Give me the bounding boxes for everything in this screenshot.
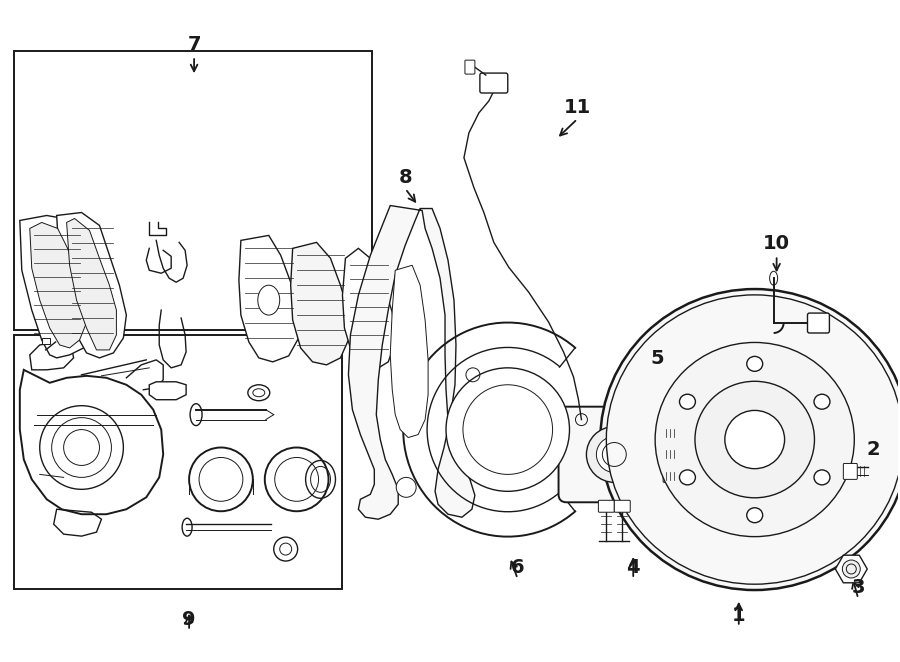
Polygon shape xyxy=(343,248,395,370)
Polygon shape xyxy=(20,216,96,358)
Circle shape xyxy=(842,560,860,578)
FancyBboxPatch shape xyxy=(663,471,677,483)
Ellipse shape xyxy=(600,289,900,590)
FancyBboxPatch shape xyxy=(465,60,475,74)
Ellipse shape xyxy=(655,342,854,537)
Polygon shape xyxy=(391,265,428,438)
Polygon shape xyxy=(57,213,126,358)
Polygon shape xyxy=(67,218,116,350)
Bar xyxy=(14,335,343,589)
Text: 1: 1 xyxy=(732,606,745,625)
Bar xyxy=(41,338,50,344)
Ellipse shape xyxy=(695,381,815,498)
Polygon shape xyxy=(291,242,348,365)
Ellipse shape xyxy=(747,508,762,523)
Ellipse shape xyxy=(814,395,830,409)
Circle shape xyxy=(446,368,570,491)
FancyBboxPatch shape xyxy=(843,463,858,479)
Text: 6: 6 xyxy=(511,558,525,577)
Ellipse shape xyxy=(257,285,280,315)
FancyBboxPatch shape xyxy=(663,448,677,461)
FancyBboxPatch shape xyxy=(480,73,508,93)
Circle shape xyxy=(587,426,643,483)
Circle shape xyxy=(396,477,416,497)
FancyBboxPatch shape xyxy=(807,313,830,333)
FancyBboxPatch shape xyxy=(663,426,677,438)
Text: 3: 3 xyxy=(851,578,865,597)
Text: 11: 11 xyxy=(563,98,591,117)
Text: 10: 10 xyxy=(763,234,790,254)
Text: 2: 2 xyxy=(867,440,880,459)
Ellipse shape xyxy=(680,470,696,485)
Ellipse shape xyxy=(814,470,830,485)
Polygon shape xyxy=(348,205,475,519)
Text: 8: 8 xyxy=(399,167,412,187)
Ellipse shape xyxy=(724,410,785,469)
Text: 5: 5 xyxy=(651,349,664,368)
Polygon shape xyxy=(30,222,86,348)
Text: 4: 4 xyxy=(626,558,640,577)
Polygon shape xyxy=(149,382,186,400)
Bar xyxy=(14,51,373,330)
FancyBboxPatch shape xyxy=(615,500,630,512)
FancyBboxPatch shape xyxy=(598,500,615,512)
Ellipse shape xyxy=(607,295,900,584)
Text: 7: 7 xyxy=(187,35,201,54)
Ellipse shape xyxy=(747,356,762,371)
Text: 9: 9 xyxy=(183,610,196,629)
Polygon shape xyxy=(238,236,299,362)
Circle shape xyxy=(597,436,632,473)
FancyBboxPatch shape xyxy=(559,406,670,502)
Ellipse shape xyxy=(680,395,696,409)
